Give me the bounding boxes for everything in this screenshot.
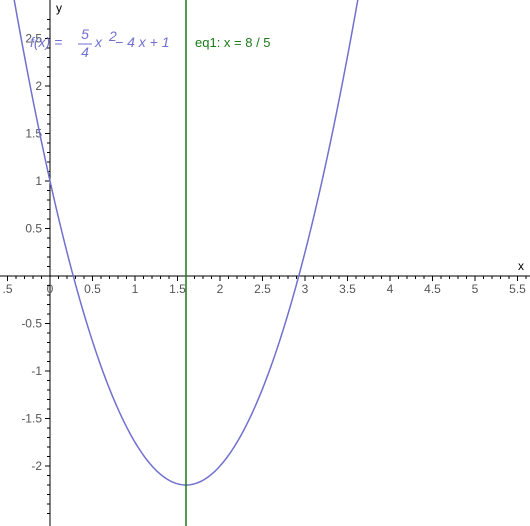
y-tick-label: 0.5 [25,222,42,236]
x-tick-label: 0 [47,282,54,296]
x-tick-label: 5 [472,282,479,296]
y-axis-title: y [56,1,62,15]
y-tick-label: 1 [35,174,42,188]
x-tick-label: 3.5 [339,282,356,296]
y-tick-label: -1 [31,364,42,378]
svg-text:x: x [94,34,103,50]
chart-container: .5 0 0.5 1 1.5 2 2.5 3 3.5 4 4.5 5 5.5 -2 -1.5 -1 -0.5 0… [0,0,530,526]
x-axis-ticks: .5 0 0.5 1 1.5 2 2.5 3 3.5 4 4.5 5 5.5 [2,276,526,296]
svg-text:4: 4 [81,44,89,60]
y-tick-label: -1.5 [21,412,42,426]
x-tick-label: 4 [387,282,394,296]
x-tick-label: 5.5 [509,282,526,296]
vertical-line-label: eq1: x = 8 / 5 [195,35,271,50]
x-tick-label: 3 [302,282,309,296]
x-tick-label: 0.5 [84,282,101,296]
function-label: f(x) = 5 4 x 2 − 4 x + 1 [30,26,169,60]
x-tick-label: .5 [2,282,12,296]
svg-text:− 4 x + 1: − 4 x + 1 [115,34,169,50]
y-tick-label: 2 [35,79,42,93]
y-tick-label: -2 [31,459,42,473]
x-tick-label: 4.5 [424,282,441,296]
x-tick-label: 1.5 [169,282,186,296]
svg-text:5: 5 [81,26,89,42]
y-axis-ticks: -2-1.5-1-0.50.511.522.5 [21,32,50,474]
svg-text:f(x) =: f(x) = [30,34,62,50]
x-tick-label: 2.5 [254,282,271,296]
x-tick-label: 2 [217,282,224,296]
x-tick-label: 1 [132,282,139,296]
chart-svg: .5 0 0.5 1 1.5 2 2.5 3 3.5 4 4.5 5 5.5 -2 -1.5 -1 -0.5 0… [0,0,530,526]
x-axis-title: x [518,259,524,273]
y-tick-label: -0.5 [21,317,42,331]
